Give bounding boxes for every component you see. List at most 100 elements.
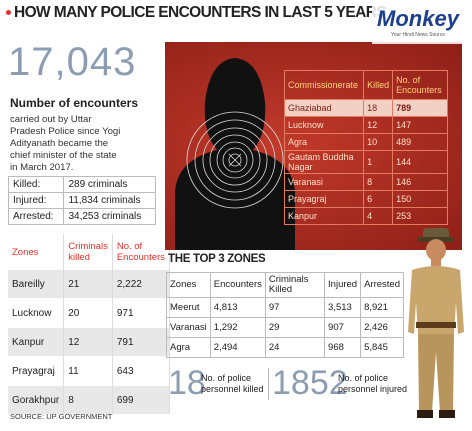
table-row: Lucknow 12 147 (283, 116, 448, 134)
table-cell: Prayagraj (8, 356, 65, 386)
table-cell: 8 (363, 173, 394, 191)
divider (268, 368, 269, 400)
target-rings (186, 111, 284, 209)
table-cell: Killed (363, 70, 394, 100)
table-row: Kanpur 4 253 (283, 207, 448, 225)
source: SOURCE: UP GOVERNMENT (10, 412, 113, 421)
table-cell: 6 (363, 190, 394, 208)
table-cell: Zones (166, 272, 211, 298)
table-cell: 24 (264, 337, 326, 358)
table-cell: 2,222 (112, 269, 170, 299)
table-cell: Lucknow (283, 116, 365, 134)
stats-table: Killed: 289 criminals Injured: 11,834 crimi… (7, 176, 156, 225)
table-row: Gautam Buddha Nagar 1 144 (283, 150, 448, 174)
logo-name: Monkey (377, 6, 459, 31)
table-cell: 29 (264, 317, 326, 338)
target (175, 58, 295, 250)
logo-tagline: Your Hindi News Source (390, 32, 445, 38)
table-cell: Criminals Killed (264, 272, 326, 298)
top-zones-table: Zones Encounters Criminals Killed Injured Ar… (166, 272, 404, 358)
table-cell: Varanasi (166, 317, 211, 338)
table-cell: Kanpur (283, 207, 365, 225)
police-killed-number: 18 (168, 364, 206, 402)
table-cell: 971 (112, 298, 170, 328)
table-row: Killed: 289 criminals (7, 176, 156, 193)
table-row: Prayagraj 6 150 (283, 190, 448, 208)
table-cell: 5,845 (360, 337, 404, 358)
table-cell: Gorakhpur (8, 385, 65, 414)
table-row: Injured: 11,834 criminals (7, 192, 156, 209)
table-cell: Encounters (209, 272, 266, 298)
table-cell: 907 (324, 317, 362, 338)
policeman (408, 228, 464, 418)
description: carried out by Uttar Pradesh Police sinc… (10, 114, 121, 173)
table-cell: 21 (63, 269, 113, 299)
table-cell: 968 (324, 337, 362, 358)
table-header: Commissionerate Killed No. of Encounters (283, 70, 448, 100)
table-cell: 8 (63, 385, 113, 414)
table-row: Bareilly 21 2,222 (8, 269, 170, 299)
table-cell: 20 (63, 298, 113, 328)
table-cell: 3,513 (324, 297, 362, 318)
table-cell: Commissionerate (283, 70, 365, 100)
table-cell: 147 (392, 116, 448, 134)
heading: Number of encounters (10, 96, 139, 110)
table-header: Zones Criminals killed No. of Encounters (8, 234, 170, 270)
table-cell: Agra (166, 337, 211, 358)
table-cell: Zones (8, 234, 65, 270)
table-cell: 146 (392, 173, 448, 191)
table-row: Agra 10 489 (283, 133, 448, 151)
table-row: Ghaziabad 18 789 (283, 99, 448, 117)
table-cell: 253 (392, 207, 448, 225)
table-cell: 643 (112, 356, 170, 386)
table-cell: Injured: (7, 192, 65, 209)
table-cell: 1,292 (209, 317, 266, 338)
table-cell: Meerut (166, 297, 211, 318)
table-cell: 18 (363, 99, 394, 117)
table-row: Prayagraj 11 643 (8, 356, 170, 386)
table-cell: Criminals killed (63, 234, 113, 270)
table-cell: 34,253 criminals (63, 208, 156, 225)
table-cell: Arrested (360, 272, 404, 298)
table-row: Lucknow 20 971 (8, 298, 170, 328)
table-cell: 1 (363, 150, 394, 174)
table-cell: 2,494 (209, 337, 266, 358)
police-killed-label: No. of police personnel killed (201, 373, 264, 394)
zones-table: Zones Criminals killed No. of Encounters Ba… (8, 234, 170, 414)
table-cell: 97 (264, 297, 326, 318)
table-row: Gorakhpur 8 699 (8, 385, 170, 414)
table-cell: Kanpur (8, 327, 65, 357)
table-row: Varanasi 1,292 29 907 2,426 (166, 317, 404, 338)
table-cell: 789 (392, 99, 448, 117)
police-injured-number: 1852 (272, 364, 348, 402)
title: HOW MANY POLICE ENCOUNTERS IN LAST 5 YEA… (6, 4, 387, 22)
table-cell: No. of Encounters (112, 234, 170, 270)
table-cell: 489 (392, 133, 448, 151)
table-cell: 11 (63, 356, 113, 386)
table-cell: Agra (283, 133, 365, 151)
commissionerate-table: Commissionerate Killed No. of Encounters Gh… (283, 70, 448, 225)
table-cell: Varanasi (283, 173, 365, 191)
table-cell: 144 (392, 150, 448, 174)
table-row: Varanasi 8 146 (283, 173, 448, 191)
table-row: Agra 2,494 24 968 5,845 (166, 337, 404, 358)
table-cell: Killed: (7, 176, 65, 193)
table-header: Zones Encounters Criminals Killed Injured Ar… (166, 272, 404, 298)
table-row: Meerut 4,813 97 3,513 8,921 (166, 297, 404, 318)
table-row: Kanpur 12 791 (8, 327, 170, 357)
table-row: Arrested: 34,253 criminals (7, 208, 156, 225)
total-encounters: 17,043 (8, 40, 137, 84)
table-cell: 4 (363, 207, 394, 225)
section-title: THE TOP 3 ZONES (168, 253, 266, 265)
table-cell: 11,834 criminals (63, 192, 156, 209)
police-injured-label: No. of police personnel injured (338, 373, 408, 394)
logo: Monkey Your Hindi News Source (372, 6, 464, 44)
table-cell: 289 criminals (63, 176, 156, 193)
table-cell: Gautam Buddha Nagar (283, 150, 365, 174)
table-cell: Lucknow (8, 298, 65, 328)
table-cell: 150 (392, 190, 448, 208)
table-cell: 791 (112, 327, 170, 357)
table-cell: Injured (324, 272, 362, 298)
table-cell: No. of Encounters (392, 70, 448, 100)
